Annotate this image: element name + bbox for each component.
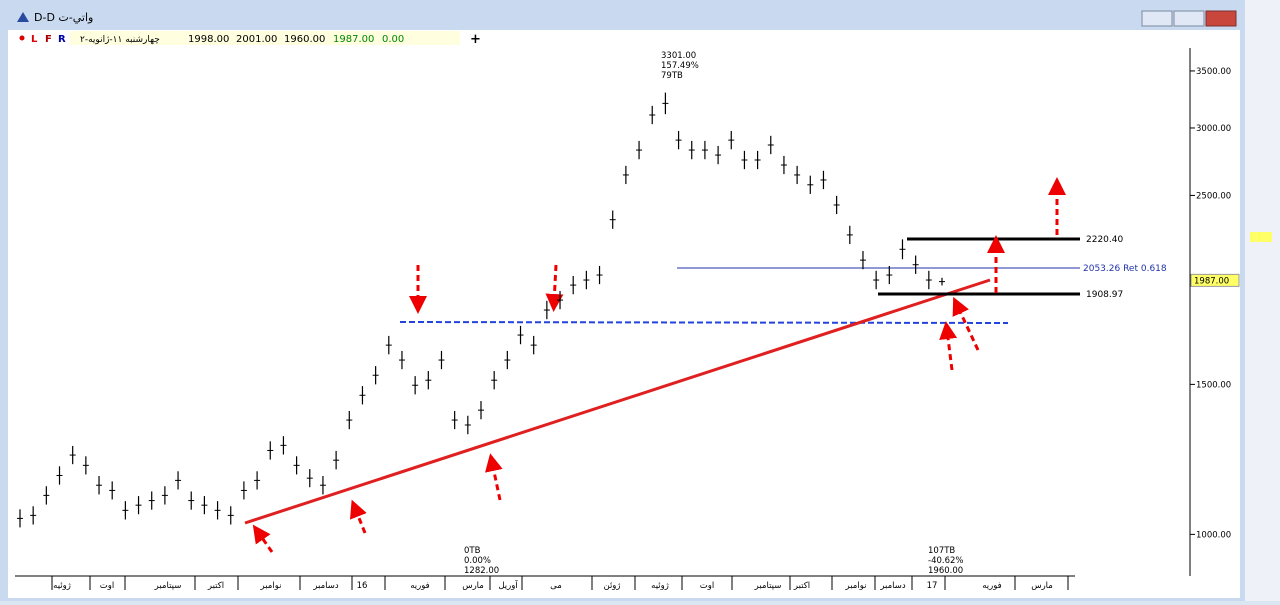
- change: 0.00: [382, 34, 404, 45]
- annotation: 157.49%: [661, 61, 699, 71]
- x-tick-label: مارس: [1031, 581, 1053, 591]
- x-tick-label: دسامبر: [879, 581, 906, 591]
- trend-line: [244, 278, 991, 525]
- arrows: [252, 177, 1066, 553]
- app-icon: [17, 12, 29, 22]
- annotation: 0TB: [464, 546, 481, 556]
- arrow: [939, 321, 958, 371]
- flag[interactable]: R: [58, 34, 66, 45]
- x-tick-label: اکتبر: [793, 581, 810, 591]
- level-label: 1908.97: [1086, 290, 1123, 300]
- y-tick-label: 3500.00: [1196, 67, 1231, 77]
- x-tick-label: فوریه: [982, 581, 1001, 591]
- x-tick-label: اکتبر: [207, 581, 224, 591]
- last-price-box: [1190, 273, 1240, 287]
- high: 2001.00: [236, 34, 277, 45]
- low: 1960.00: [284, 34, 325, 45]
- annotation: -40.62%: [928, 556, 963, 566]
- info-box: [70, 31, 460, 45]
- annotation: 0.00%: [464, 556, 491, 566]
- x-tick-label: نوامبر: [260, 581, 282, 591]
- close: 1987.00: [333, 34, 374, 45]
- x-tick-label: 17: [927, 581, 938, 591]
- x-tick-label: سپتامبر: [154, 581, 182, 591]
- x-tick-label: ژوئن: [603, 581, 620, 591]
- flag[interactable]: L: [31, 34, 38, 45]
- y-tick-label: 3000.00: [1196, 124, 1231, 134]
- close-button[interactable]: [1205, 10, 1237, 27]
- annotation: 3301.00: [661, 51, 696, 61]
- x-tick-label: می: [550, 581, 562, 591]
- y-tick-label: 1000.00: [1196, 530, 1231, 540]
- status-dot: [19, 35, 25, 41]
- minimize-button[interactable]: [1141, 10, 1173, 27]
- plot-area: [8, 46, 1240, 598]
- level-label: 2053.26 Ret 0.618: [1083, 264, 1167, 274]
- x-tick-label: ژوئیه: [53, 581, 71, 591]
- window-title: D-D واتي-ت: [34, 11, 93, 24]
- arrow: [952, 296, 980, 351]
- resistance-line: [399, 321, 1009, 324]
- add-button[interactable]: +: [470, 32, 481, 47]
- x-tick-label: آوریل: [498, 579, 518, 591]
- annotation: 1282.00: [464, 566, 499, 576]
- open: 1998.00: [188, 34, 229, 45]
- x-tick-label: سپتامبر: [754, 581, 782, 591]
- x-tick-label: نوامبر: [845, 581, 867, 591]
- x-tick-label: فوریه: [410, 581, 429, 591]
- annotation: 79TB: [661, 71, 683, 81]
- level-label: 2220.40: [1086, 235, 1123, 245]
- x-tick-label: ژوئیه: [651, 581, 669, 591]
- flag[interactable]: F: [45, 34, 52, 45]
- arrow: [349, 499, 367, 534]
- x-tick-label: اوت: [700, 581, 714, 591]
- side-window: [1245, 0, 1280, 601]
- x-tick-label: دسامبر: [312, 581, 339, 591]
- side-marker: [1250, 232, 1272, 242]
- arrow: [252, 524, 274, 553]
- annotation: 107TB: [928, 546, 955, 556]
- x-tick-label: مارس: [462, 581, 484, 591]
- y-tick-label: 1500.00: [1196, 380, 1231, 390]
- maximize-button[interactable]: [1173, 10, 1205, 27]
- y-tick-label: 2500.00: [1196, 191, 1231, 201]
- annotation: 1960.00: [928, 566, 963, 576]
- x-tick-label: اوت: [100, 581, 114, 591]
- arrow: [545, 264, 564, 312]
- arrow: [485, 453, 503, 501]
- x-tick-label: 16: [357, 581, 368, 591]
- date: چهارشنبه ۱۱-ژانویه-۲: [80, 35, 160, 45]
- last-price-label: 1987.00: [1194, 276, 1229, 286]
